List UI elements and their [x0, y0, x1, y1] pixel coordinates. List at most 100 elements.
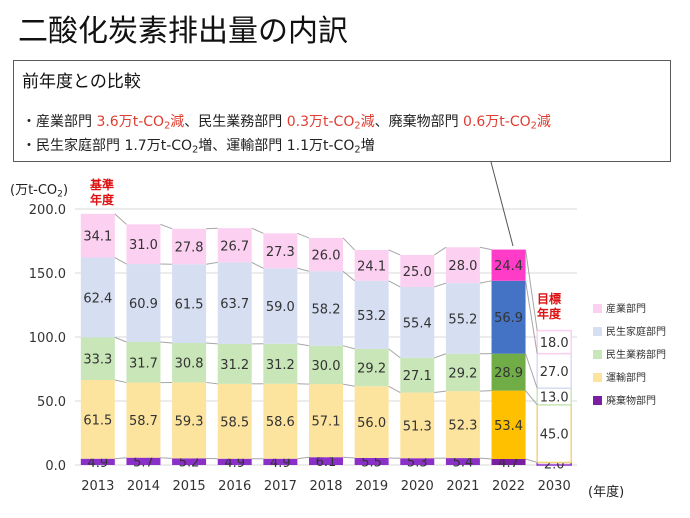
- data-label: 30.0: [312, 359, 341, 374]
- bar-industry-2018: [309, 237, 343, 272]
- data-label: 6.1: [316, 455, 337, 470]
- data-label: 27.0: [540, 365, 569, 380]
- bar-household-2021: [445, 283, 480, 354]
- legend-swatch: [593, 327, 602, 336]
- data-label: 4.9: [270, 456, 291, 471]
- bar-industry-2022: [491, 249, 526, 281]
- bar-household-2017: [263, 268, 298, 344]
- data-label: 58.6: [266, 415, 295, 430]
- legend-label: 廃棄物部門: [606, 394, 656, 407]
- data-label: 58.7: [129, 414, 158, 429]
- connector-line: [342, 456, 355, 459]
- legend-swatch: [593, 304, 602, 313]
- data-label: 62.4: [83, 291, 112, 306]
- connector-line: [160, 341, 173, 344]
- connector-line: [114, 336, 127, 343]
- comparison-line-1-segment-10: 2: [530, 120, 537, 132]
- bar-household-2016: [217, 262, 252, 344]
- connector-line: [434, 353, 447, 359]
- connector-line: [206, 381, 218, 385]
- comparison-line-2-segment-3: 2: [354, 144, 361, 156]
- data-label: 31.0: [129, 238, 158, 253]
- data-label: 26.7: [220, 239, 249, 254]
- data-label: 55.4: [403, 316, 432, 331]
- data-label: 52.3: [448, 419, 477, 434]
- comparison-line-1-segment-1: 3.6万t-CO: [96, 114, 165, 130]
- bar-business-2013: [80, 337, 115, 381]
- connector-line: [114, 213, 127, 225]
- bar-transport-2015: [172, 382, 207, 459]
- data-label: 24.4: [494, 259, 523, 274]
- bar-industry-2016: [217, 228, 252, 263]
- bar-transport-2014: [126, 382, 161, 458]
- comparison-heading: 前年度との比較: [22, 72, 141, 92]
- data-label: 4.9: [87, 456, 108, 471]
- data-label: 51.3: [403, 419, 432, 434]
- comparison-line-2-segment-4: 増: [360, 138, 375, 154]
- legend-label: 産業部門: [606, 302, 646, 315]
- bar-industry-2017: [263, 233, 298, 269]
- comparison-line-2-segment-2: 増、運輸部門 1.1万t-CO: [198, 138, 355, 154]
- connector-line: [114, 457, 127, 460]
- data-label: 24.1: [357, 259, 386, 274]
- bar-waste-2016: [217, 458, 252, 465]
- data-label: 28.0: [448, 259, 477, 274]
- connector-line: [525, 390, 538, 406]
- comparison-line-2: ・民生家庭部門 1.7万t-CO2増、運輸部門 1.1万t-CO2増: [22, 135, 375, 155]
- connector-line: [114, 379, 127, 384]
- data-label: 61.5: [83, 413, 112, 428]
- connector-line: [342, 345, 355, 350]
- comparison-line-2-segment-1: 2: [192, 144, 199, 156]
- bar-business-2020: [400, 357, 435, 393]
- bar-household-2019: [354, 280, 389, 349]
- connector-line: [388, 249, 401, 256]
- bar-transport-2017: [263, 383, 298, 459]
- bar-waste-2015: [172, 458, 207, 465]
- bar-business-2017: [263, 343, 298, 384]
- data-label: 4.7: [498, 456, 519, 471]
- data-label: 5.4: [453, 456, 474, 471]
- connector-line: [297, 456, 310, 460]
- data-label: 27.8: [175, 241, 204, 256]
- comparison-line-2-segment-0: ・民生家庭部門 1.7万t-CO: [22, 138, 193, 154]
- comparison-line-1-segment-2: 2: [164, 120, 171, 132]
- data-label: 27.3: [266, 245, 295, 260]
- legend-swatch: [593, 350, 602, 359]
- data-label: 28.9: [494, 366, 523, 381]
- bar-industry-2020: [400, 254, 435, 287]
- legend-label: 運輸部門: [606, 371, 646, 384]
- data-label: 29.2: [357, 362, 386, 377]
- connector-line: [434, 282, 447, 288]
- x-tick-label: 2014: [127, 479, 160, 494]
- bar-transport-2020: [400, 392, 435, 459]
- bar-household-2015: [172, 264, 207, 344]
- y-tick-label: 50.0: [37, 395, 66, 410]
- data-label: 31.2: [220, 358, 249, 373]
- data-label: 4.9: [224, 456, 245, 471]
- legend-swatch: [593, 396, 602, 405]
- bar-industry-2015: [172, 228, 207, 265]
- data-label: 5.5: [361, 455, 382, 470]
- connector-line: [479, 280, 492, 284]
- connector-line: [297, 267, 310, 272]
- connector-line: [297, 232, 310, 239]
- data-label: 60.9: [129, 297, 158, 312]
- data-label: 53.2: [357, 309, 386, 324]
- connector-line: [251, 227, 264, 234]
- connector-line: [433, 246, 447, 256]
- data-label: 26.0: [312, 249, 341, 264]
- base-year-label: 基準 年度: [90, 178, 115, 207]
- bar-household-2022: [491, 280, 526, 354]
- connector-line: [206, 227, 218, 230]
- bar-business-2021: [445, 353, 480, 392]
- connector-line: [342, 383, 355, 387]
- x-axis-unit: (年度): [588, 485, 625, 500]
- data-label: 5.7: [133, 455, 154, 470]
- bar-industry-2019: [354, 249, 389, 281]
- x-tick-label: 2022: [492, 479, 525, 494]
- data-label: 55.2: [448, 312, 477, 327]
- bar-industry-2030: [536, 329, 572, 355]
- data-label: 57.1: [312, 415, 341, 430]
- x-tick-label: 2018: [309, 479, 342, 494]
